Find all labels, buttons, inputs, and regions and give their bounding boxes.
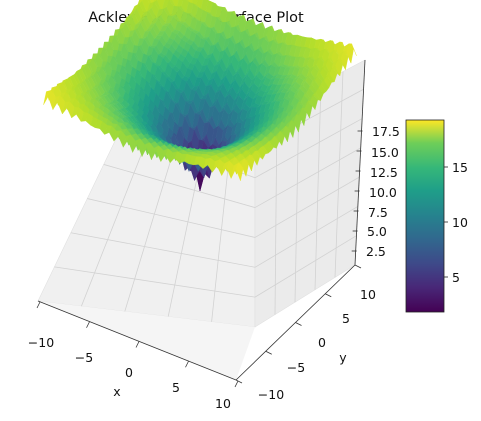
- y-tick-mark: [235, 379, 243, 384]
- z-tick-label: 5.0: [367, 224, 387, 239]
- x-tick-label: 10: [215, 396, 231, 411]
- grid-line: [103, 164, 256, 208]
- x-tick-label: 0: [125, 365, 133, 380]
- y-tick-label: −5: [287, 360, 305, 375]
- grid-line: [254, 235, 357, 298]
- y-tick-mark: [265, 350, 272, 355]
- y-tick-label: 5: [342, 311, 350, 326]
- z-tick-label: 2.5: [366, 244, 386, 259]
- grid-line: [334, 71, 344, 278]
- colorbar-gradient: [405, 119, 445, 313]
- z-tick-label: 17.5: [372, 124, 400, 139]
- z-tick-label: 10.0: [369, 185, 397, 200]
- colorbar-tick-label: 5: [452, 270, 460, 285]
- x-tick-mark: [234, 380, 239, 388]
- z-axis: 17.5 15.0 12.5 10.0 7.5 5.0 2.5: [351, 59, 400, 266]
- grid-line: [87, 198, 256, 238]
- x-tick-label: −10: [28, 335, 54, 350]
- z-tick-marks: [351, 130, 363, 252]
- y-tick-label: −10: [258, 387, 284, 402]
- x-tick-marks: [36, 301, 239, 388]
- surface-facet: [235, 162, 244, 182]
- grid-line: [314, 83, 322, 290]
- y-tick-label: 10: [360, 287, 376, 302]
- colorbar-tick-label: 10: [452, 215, 468, 230]
- z-tick-label: 15.0: [371, 145, 399, 160]
- grid-line: [254, 206, 359, 268]
- y-tick-marks: [235, 264, 362, 384]
- grid-line: [54, 266, 256, 298]
- colorbar-tick-label: 15: [452, 160, 468, 175]
- grid-line: [254, 147, 361, 208]
- x-tick-mark: [135, 341, 140, 348]
- grid-line: [70, 232, 256, 268]
- surface-mesh: [43, 0, 357, 192]
- y-tick-mark: [325, 293, 332, 298]
- x-axis-label: x: [113, 384, 120, 399]
- y-tick-mark: [295, 322, 302, 326]
- x-tick-mark: [36, 301, 41, 309]
- x-tick-label: 5: [172, 380, 180, 395]
- z-tick-label: 7.5: [368, 205, 388, 220]
- x-tick-mark: [185, 361, 189, 368]
- x-axis-line: [37, 300, 237, 381]
- y-tick-label: 0: [318, 335, 326, 350]
- grid-line: [254, 176, 360, 238]
- y-axis: 10 5 0 −5 −10 y: [235, 264, 376, 402]
- y-axis-label: y: [339, 350, 347, 365]
- y-tick-mark: [354, 264, 362, 269]
- floor-pane: [38, 301, 255, 380]
- x-tick-mark: [86, 321, 90, 328]
- colorbar: 15 10 5: [405, 119, 468, 313]
- x-tick-label: −5: [75, 350, 93, 365]
- z-tick-label: 12.5: [370, 165, 398, 180]
- x-axis: −10 −5 0 5 10 x: [28, 300, 239, 411]
- grid-line: [254, 118, 363, 179]
